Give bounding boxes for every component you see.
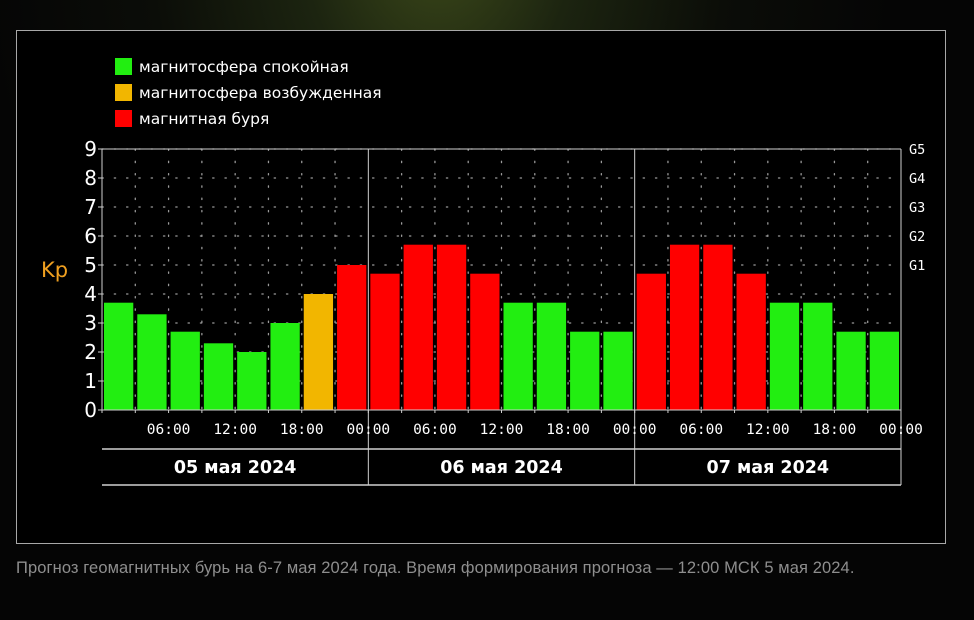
y-tick-label-9: 9 <box>84 137 97 161</box>
bar-19 <box>703 244 733 410</box>
legend: магнитосфера спокойная магнитосфера возбу… <box>115 58 382 128</box>
x-tick-label-7: 18:00 <box>546 422 590 438</box>
bar-6 <box>270 323 300 410</box>
x-tick-label-12: 00:00 <box>879 422 923 438</box>
bar-11 <box>436 244 467 410</box>
y-tick-label-2: 2 <box>84 340 97 364</box>
legend-label-2: магнитосфера возбужденная <box>139 84 382 102</box>
x-tick-label-10: 12:00 <box>746 422 790 438</box>
g-scale-G5: G5 <box>909 142 925 158</box>
bar-15 <box>570 331 600 410</box>
g-scale-G1: G1 <box>909 258 925 274</box>
g-scale-G4: G4 <box>909 171 925 187</box>
bar-10 <box>403 244 433 410</box>
legend-swatch-1 <box>115 58 132 75</box>
legend-swatch-3 <box>115 110 132 127</box>
g-scale-labels: G1 G2 G3 G4 G5 <box>909 142 925 274</box>
bars <box>104 244 899 410</box>
bar-5 <box>237 352 267 410</box>
bar-20 <box>736 273 766 410</box>
bar-4 <box>203 343 234 410</box>
bar-7 <box>303 294 334 410</box>
y-tick-label-1: 1 <box>84 369 97 393</box>
chart-frame: магнитосфера спокойная магнитосфера возбу… <box>16 30 946 544</box>
y-tick-label-8: 8 <box>84 166 97 190</box>
bar-8 <box>337 265 367 410</box>
bar-9 <box>370 273 400 410</box>
x-tick-label-4: 00:00 <box>347 422 391 438</box>
g-scale-G2: G2 <box>909 229 925 245</box>
bar-23 <box>836 331 866 410</box>
kp-forecast-chart: магнитосфера спокойная магнитосфера возбу… <box>41 58 925 486</box>
y-tick-label-7: 7 <box>84 195 97 219</box>
day-label-2: 06 мая 2024 <box>440 458 563 478</box>
x-tick-label-3: 18:00 <box>280 422 324 438</box>
bar-2 <box>137 314 167 410</box>
x-tick-labels: 06:00 12:00 18:00 00:00 06:00 12:00 18:00 00:00… <box>147 422 923 438</box>
bar-14 <box>536 302 567 410</box>
x-tick-label-8: 00:00 <box>613 422 657 438</box>
y-axis-label: Kp <box>41 258 68 282</box>
bar-13 <box>503 302 533 410</box>
bar-24 <box>869 331 899 410</box>
bar-12 <box>470 273 500 410</box>
bar-1 <box>104 302 134 410</box>
y-tick-label-4: 4 <box>84 282 97 306</box>
x-tick-label-1: 06:00 <box>147 422 191 438</box>
legend-label-1: магнитосфера спокойная <box>139 58 349 76</box>
y-tick-label-5: 5 <box>84 253 97 277</box>
x-tick-label-11: 18:00 <box>813 422 857 438</box>
y-tick-labels: 0 1 2 3 4 5 6 7 8 9 <box>84 137 97 422</box>
bar-16 <box>603 331 633 410</box>
day-label-1: 05 мая 2024 <box>174 458 297 478</box>
y-tick-label-6: 6 <box>84 224 97 248</box>
bar-17 <box>636 273 666 410</box>
g-scale-G3: G3 <box>909 200 925 216</box>
x-tick-label-6: 12:00 <box>480 422 524 438</box>
bar-21 <box>769 302 800 410</box>
x-tick-label-9: 06:00 <box>679 422 723 438</box>
legend-swatch-2 <box>115 84 132 101</box>
x-tick-label-2: 12:00 <box>213 422 257 438</box>
chart-axes <box>98 148 902 486</box>
bar-3 <box>170 331 200 410</box>
bar-18 <box>669 244 700 410</box>
y-tick-label-0: 0 <box>84 398 97 422</box>
y-tick-label-3: 3 <box>84 311 97 335</box>
x-tick-label-5: 06:00 <box>413 422 457 438</box>
day-label-3: 07 мая 2024 <box>707 458 830 478</box>
day-labels: 05 мая 2024 06 мая 2024 07 мая 2024 <box>174 458 829 478</box>
figure-caption: Прогноз геомагнитных бурь на 6-7 мая 202… <box>16 559 855 577</box>
bar-22 <box>803 302 833 410</box>
legend-label-3: магнитная буря <box>139 110 269 128</box>
